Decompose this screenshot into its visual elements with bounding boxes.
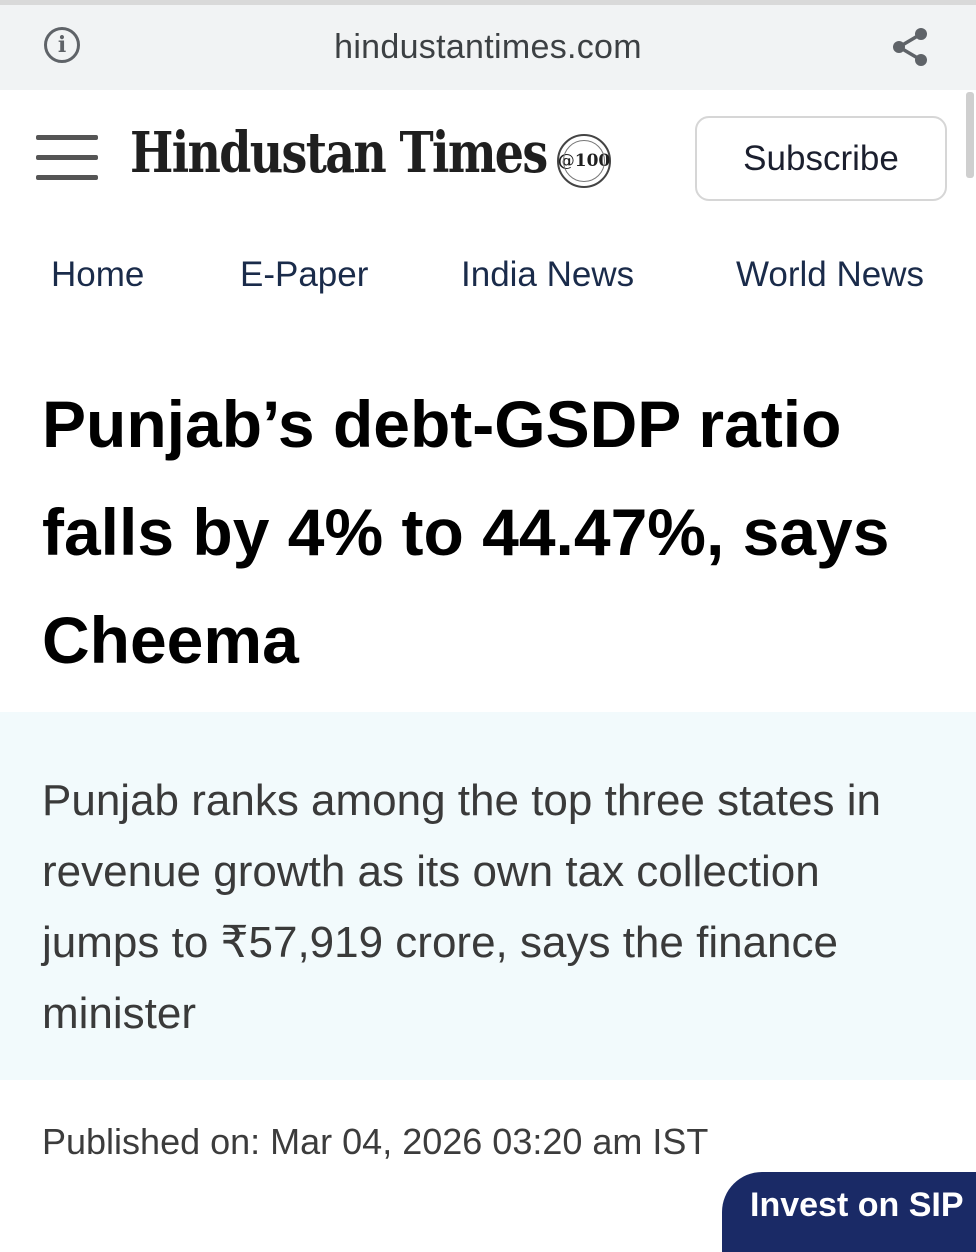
info-icon[interactable]: i bbox=[44, 27, 80, 63]
url-text[interactable]: hindustantimes.com bbox=[334, 28, 642, 66]
floating-invest-button[interactable]: Invest on SIP bbox=[722, 1172, 976, 1252]
main-nav: Home E-Paper India News World News bbox=[0, 255, 976, 305]
top-border bbox=[0, 0, 976, 5]
site-logo[interactable]: Hindustan Times bbox=[130, 120, 548, 186]
article-headline: Punjab’s debt-GSDP ratio falls by 4% to … bbox=[42, 387, 890, 677]
share-icon[interactable] bbox=[888, 25, 932, 69]
nav-item-world-news[interactable]: World News bbox=[736, 255, 925, 294]
subscribe-button[interactable]: Subscribe bbox=[695, 116, 947, 201]
logo-seal-icon: @100 bbox=[557, 134, 611, 188]
published-date: Published on: Mar 04, 2026 03:20 am IST bbox=[42, 1121, 709, 1162]
article-summary-box: Punjab ranks among the top three states … bbox=[0, 712, 976, 1080]
nav-item-home[interactable]: Home bbox=[51, 255, 145, 294]
nav-item-epaper[interactable]: E-Paper bbox=[240, 255, 369, 294]
site-header: Hindustan Times @100 Subscribe bbox=[0, 90, 976, 220]
nav-item-india-news[interactable]: India News bbox=[461, 255, 635, 294]
floating-button-label: Invest on SIP bbox=[750, 1186, 964, 1224]
hamburger-menu-icon[interactable] bbox=[36, 135, 98, 181]
browser-url-bar[interactable]: i hindustantimes.com bbox=[0, 5, 976, 90]
article-summary: Punjab ranks among the top three states … bbox=[42, 776, 881, 1038]
page-scrollbar[interactable] bbox=[966, 92, 974, 178]
